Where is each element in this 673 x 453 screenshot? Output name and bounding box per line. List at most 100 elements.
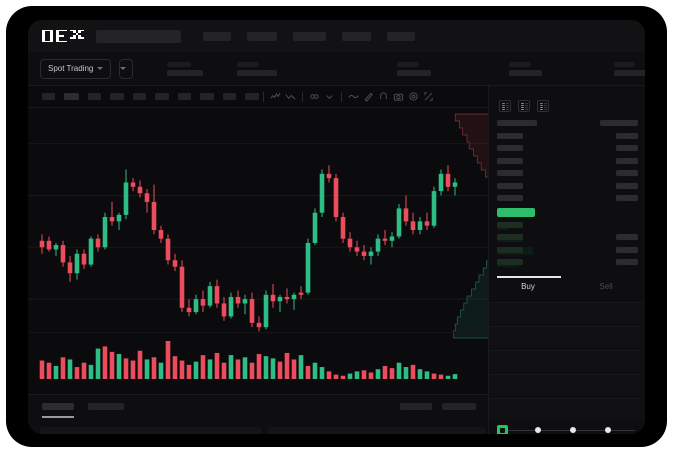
stat-24h-high-label (397, 61, 420, 67)
timeframe-1mo[interactable] (223, 93, 236, 100)
orderbook-last-price (497, 207, 535, 217)
toolbar-divider (302, 91, 303, 102)
spot-trading-mode-select[interactable]: Spot Trading (40, 58, 112, 79)
device-frame: Spot Trading (6, 6, 667, 447)
price-field[interactable] (489, 326, 645, 348)
volume-histogram[interactable] (28, 332, 488, 394)
timeframe-group (42, 93, 259, 100)
orderbook-view-toggle-group (499, 100, 549, 112)
nav-item-3[interactable] (293, 31, 326, 41)
drawing-pencil-icon[interactable] (363, 91, 374, 102)
bottom-tab-order-history[interactable] (88, 403, 124, 410)
order-type-field[interactable] (489, 302, 645, 324)
orderbook-bid-row-3-price[interactable] (497, 259, 523, 265)
timeframe-30m[interactable] (110, 93, 124, 100)
orderbook-view-asks-icon[interactable] (537, 100, 549, 112)
orderbook-bid-row-2-price[interactable] (497, 246, 523, 253)
orderbook-bid-row-2-amount[interactable] (616, 246, 638, 253)
orderbook-ask-row-5-price[interactable] (497, 195, 523, 201)
amount-field[interactable] (489, 350, 645, 372)
orderbook-view-both-icon[interactable] (499, 100, 511, 112)
orderbook-header-amount[interactable] (600, 120, 638, 126)
orderbook-ask-row-3-amount[interactable] (616, 170, 638, 176)
nav-menu (203, 31, 415, 41)
stat-24h-change (237, 61, 278, 76)
slider-stop-25[interactable] (535, 427, 541, 433)
market-stats (167, 61, 645, 76)
tab-buy[interactable]: Buy (521, 282, 535, 291)
orderbook-ask-row-0-amount[interactable] (616, 132, 638, 139)
timeframe-more[interactable] (245, 93, 259, 100)
bottom-content-box-left (40, 427, 262, 434)
nav-item-1[interactable] (203, 31, 231, 41)
stat-last-price-value (167, 69, 204, 76)
total-field[interactable] (489, 374, 645, 396)
orderbook-ask-row-4-amount[interactable] (616, 182, 638, 189)
orderbook-ask-row-4-price[interactable] (497, 182, 523, 189)
stat-24h-high-value (397, 69, 432, 76)
tab-sell[interactable]: Sell (599, 282, 613, 291)
fullscreen-icon[interactable] (423, 91, 434, 102)
orderbook-ask-row-5-amount[interactable] (616, 195, 638, 201)
chevron-down-icon[interactable] (324, 91, 335, 102)
stat-24h-volume-label (614, 61, 636, 67)
timeframe-1w[interactable] (200, 93, 214, 100)
stat-24h-change-label (237, 61, 260, 67)
toolbar-divider (341, 91, 342, 102)
trading-pair-select[interactable] (119, 58, 134, 79)
timeframe-1m[interactable] (42, 93, 55, 100)
stat-last-price-label (167, 61, 192, 67)
indicators-icon[interactable] (270, 91, 281, 102)
orderbook-ask-row-0-price[interactable] (497, 132, 523, 139)
timeframe-1h[interactable] (133, 93, 146, 100)
stat-24h-low (509, 61, 543, 76)
nav-item-4[interactable] (342, 31, 371, 41)
timeframe-15m[interactable] (88, 93, 101, 100)
orderbook-bid-row-0-price[interactable] (497, 221, 523, 228)
chevron-down-icon (97, 67, 104, 70)
orderbook-rows[interactable] (489, 120, 645, 272)
nav-item-5[interactable] (387, 31, 415, 41)
timeframe-5m[interactable] (64, 93, 79, 100)
orderbook-ask-row-1-amount[interactable] (616, 145, 638, 151)
bottom-action-2[interactable] (442, 403, 476, 410)
bottom-tab-open-orders[interactable] (42, 403, 74, 410)
orderbook-ask-row-2-price[interactable] (497, 157, 523, 164)
stat-24h-volume (614, 61, 645, 76)
timeframe-1d[interactable] (178, 93, 191, 100)
gear-icon[interactable] (408, 91, 419, 102)
candlestick-chart-svg (28, 143, 488, 332)
percent-slider[interactable] (497, 424, 637, 434)
magnet-icon[interactable] (378, 91, 389, 102)
orderbook-bid-row-3-amount[interactable] (616, 259, 638, 265)
orders-action-group (400, 403, 476, 410)
app-screen: Spot Trading (28, 20, 645, 434)
line-chart-icon[interactable] (348, 91, 359, 102)
chart-settings-icon[interactable] (309, 91, 320, 102)
nav-item-2[interactable] (247, 31, 277, 41)
stat-24h-change-value (237, 69, 278, 76)
chart-toolbar (28, 86, 645, 108)
orderbook-header-price[interactable] (497, 120, 537, 126)
orderbook-bid-row-1-price[interactable] (497, 234, 523, 240)
timeframe-4h[interactable] (155, 93, 169, 100)
bottom-action-1[interactable] (400, 403, 432, 410)
volume-histogram-svg (39, 341, 458, 379)
active-tab-underline (42, 416, 74, 418)
okx-logo-icon[interactable] (42, 29, 84, 43)
slider-stop-75[interactable] (605, 427, 611, 433)
candlestick-chart[interactable] (28, 108, 507, 348)
buy-tab-underline (497, 276, 561, 278)
search-input[interactable] (96, 29, 181, 43)
orderbook-view-bids-icon[interactable] (518, 100, 530, 112)
orderbook-ask-row-2-amount[interactable] (616, 157, 638, 164)
compare-icon[interactable] (285, 91, 296, 102)
slider-handle[interactable] (497, 425, 508, 434)
stat-24h-volume-value (614, 69, 645, 76)
orderbook-ask-row-1-price[interactable] (497, 145, 523, 151)
orderbook-bid-row-1-amount[interactable] (616, 234, 638, 240)
available-balance-row[interactable] (489, 398, 645, 420)
orderbook-ask-row-3-price[interactable] (497, 170, 523, 176)
snapshot-camera-icon[interactable] (393, 91, 404, 102)
slider-stop-50[interactable] (570, 427, 576, 433)
